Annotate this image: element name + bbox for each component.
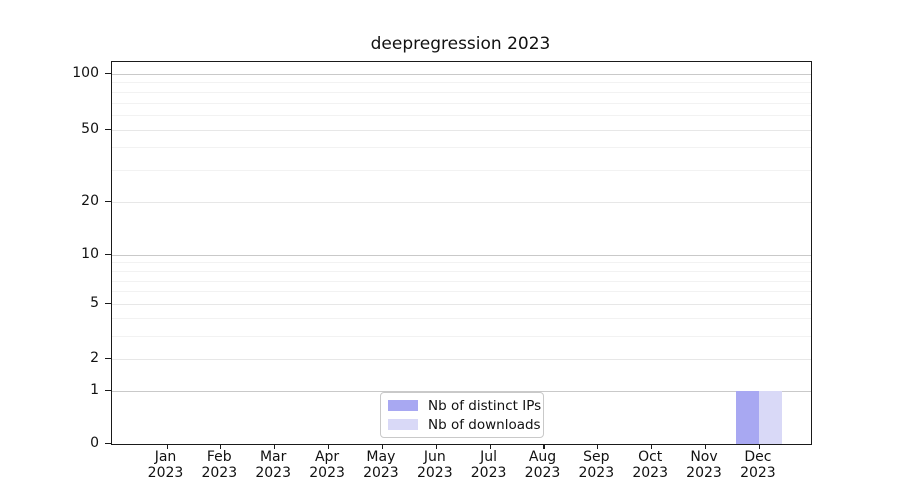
minor-gridline [112,262,811,264]
x-tick-mark [381,444,384,449]
x-tick-label-feb: Feb 2023 [201,449,238,481]
x-tick-label-jun: Jun 2023 [416,449,453,481]
x-tick-label-mar: Mar 2023 [255,449,291,481]
y-tick-label: 2 [90,350,99,367]
y-tick-mark [105,390,111,392]
x-tick-mark [166,444,168,449]
gridline-10 [112,254,811,256]
y-tick-mark [105,443,111,445]
legend-swatch-distinct-ips [388,400,418,411]
gridline-1 [112,391,811,392]
minor-gridline [112,91,811,93]
y-tick-label: 100 [72,64,99,81]
minor-gridline [112,115,811,116]
x-tick-mark [543,444,545,449]
y-tick-label: 50 [81,120,99,137]
minor-gridline [112,102,811,104]
x-tick-label-aug: Aug 2023 [524,449,561,481]
x-tick-mark [489,444,491,449]
minor-gridline [112,147,811,149]
minor-gridline [112,170,811,172]
x-tick-label-oct: Oct 2023 [632,449,668,481]
legend-label-distinct-ips: Nb of distinct IPs [428,397,542,414]
x-tick-mark [220,444,222,449]
y-tick-mark [105,128,111,130]
x-tick-mark [651,444,653,449]
minor-gridline [112,291,811,293]
y-tick-mark [105,72,111,74]
legend: Nb of distinct IPs Nb of downloads [380,392,544,438]
x-tick-mark [328,444,330,449]
x-tick-label-jan: Jan 2023 [147,449,184,481]
x-tick-label-dec: Dec 2023 [740,449,776,481]
gridline-100 [112,73,811,75]
y-tick-label: 1 [90,382,99,398]
x-tick-mark [435,444,437,449]
x-tick-mark [705,444,707,449]
legend-row-downloads: Nb of downloads [388,417,541,433]
legend-swatch-downloads [388,419,418,430]
gridline-5 [112,303,811,305]
x-tick-label-jul: Jul 2023 [470,449,507,481]
gridline-20 [112,202,811,203]
minor-gridline [112,82,811,84]
minor-gridline [112,318,811,320]
legend-row-distinct-ips: Nb of distinct IPs [388,398,541,414]
y-tick-mark [105,201,111,203]
bar-distinct-ips-dec [735,391,759,444]
x-tick-mark [274,444,276,449]
minor-gridline [112,336,811,338]
minor-gridline [112,270,811,272]
y-tick-label: 0 [90,435,99,451]
minor-gridline [112,280,811,282]
gridline-2 [112,359,811,361]
y-tick-mark [105,253,111,255]
x-tick-label-apr: Apr 2023 [309,449,345,481]
gridline-50 [112,129,811,131]
plot-area: Nb of distinct IPs Nb of downloads [111,61,812,449]
y-tick-label: 10 [81,245,99,262]
y-tick-label: 20 [81,193,99,209]
x-tick-label-sep: Sep 2023 [578,449,615,481]
x-tick-mark [758,444,761,449]
bar-downloads-dec [758,391,782,444]
x-tick-label-nov: Nov 2023 [686,449,722,481]
x-tick-label-may: May 2023 [363,449,399,481]
legend-label-downloads: Nb of downloads [428,416,541,433]
y-tick-label: 5 [90,294,99,311]
y-tick-mark [105,302,111,304]
y-tick-mark [105,358,111,360]
x-tick-mark [597,444,599,449]
chart-title: deepregression 2023 [370,34,551,54]
